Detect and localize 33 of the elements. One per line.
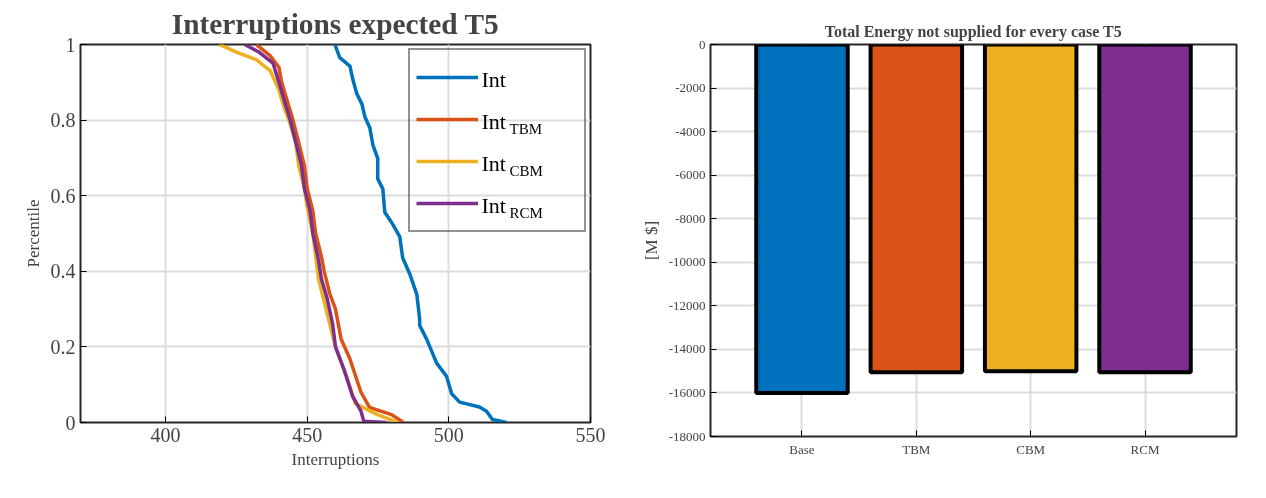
y-tick-label: -14000 bbox=[668, 341, 706, 357]
y-tick-label: 0.2 bbox=[50, 335, 76, 358]
x-tick-label: 400 bbox=[150, 423, 181, 446]
y-tick-label: -4000 bbox=[675, 123, 706, 139]
y-tick-label: -10000 bbox=[668, 254, 706, 270]
y-tick-label: 0.4 bbox=[50, 260, 76, 283]
line-series bbox=[333, 44, 509, 423]
y-tick-label: 0 bbox=[65, 411, 76, 434]
y-tick-label: 0 bbox=[699, 36, 706, 52]
x-tick-label: 450 bbox=[292, 423, 323, 446]
y-tick-label: -12000 bbox=[668, 297, 706, 313]
legend-label: Int bbox=[481, 67, 506, 92]
x-tick-label: 500 bbox=[433, 423, 464, 446]
x-tick-label: 550 bbox=[575, 423, 606, 446]
y-tick-label: -6000 bbox=[675, 167, 706, 183]
y-tick-label: -2000 bbox=[675, 80, 706, 96]
x-tick-label: Base bbox=[789, 441, 815, 457]
y-tick-label: 0.8 bbox=[50, 109, 76, 132]
chart-title: Total Energy not supplied for every case T5 bbox=[824, 22, 1122, 41]
y-tick-label: 1 bbox=[65, 33, 76, 56]
y-axis-title: [M $] bbox=[641, 220, 661, 261]
line-series bbox=[243, 44, 389, 423]
y-tick-label: -18000 bbox=[668, 428, 706, 444]
x-tick-label: RCM bbox=[1130, 441, 1160, 457]
x-axis-title: Interruptions bbox=[291, 449, 380, 469]
x-tick-label: TBM bbox=[902, 441, 931, 457]
line-series bbox=[254, 44, 406, 423]
x-tick-label: CBM bbox=[1016, 441, 1046, 457]
y-axis-title: Percentile bbox=[23, 199, 43, 268]
y-tick-label: -16000 bbox=[668, 384, 706, 400]
chart-title: Interruptions expected T5 bbox=[171, 7, 499, 40]
y-tick-label: 0.6 bbox=[50, 184, 76, 207]
y-tick-label: -8000 bbox=[675, 210, 706, 226]
